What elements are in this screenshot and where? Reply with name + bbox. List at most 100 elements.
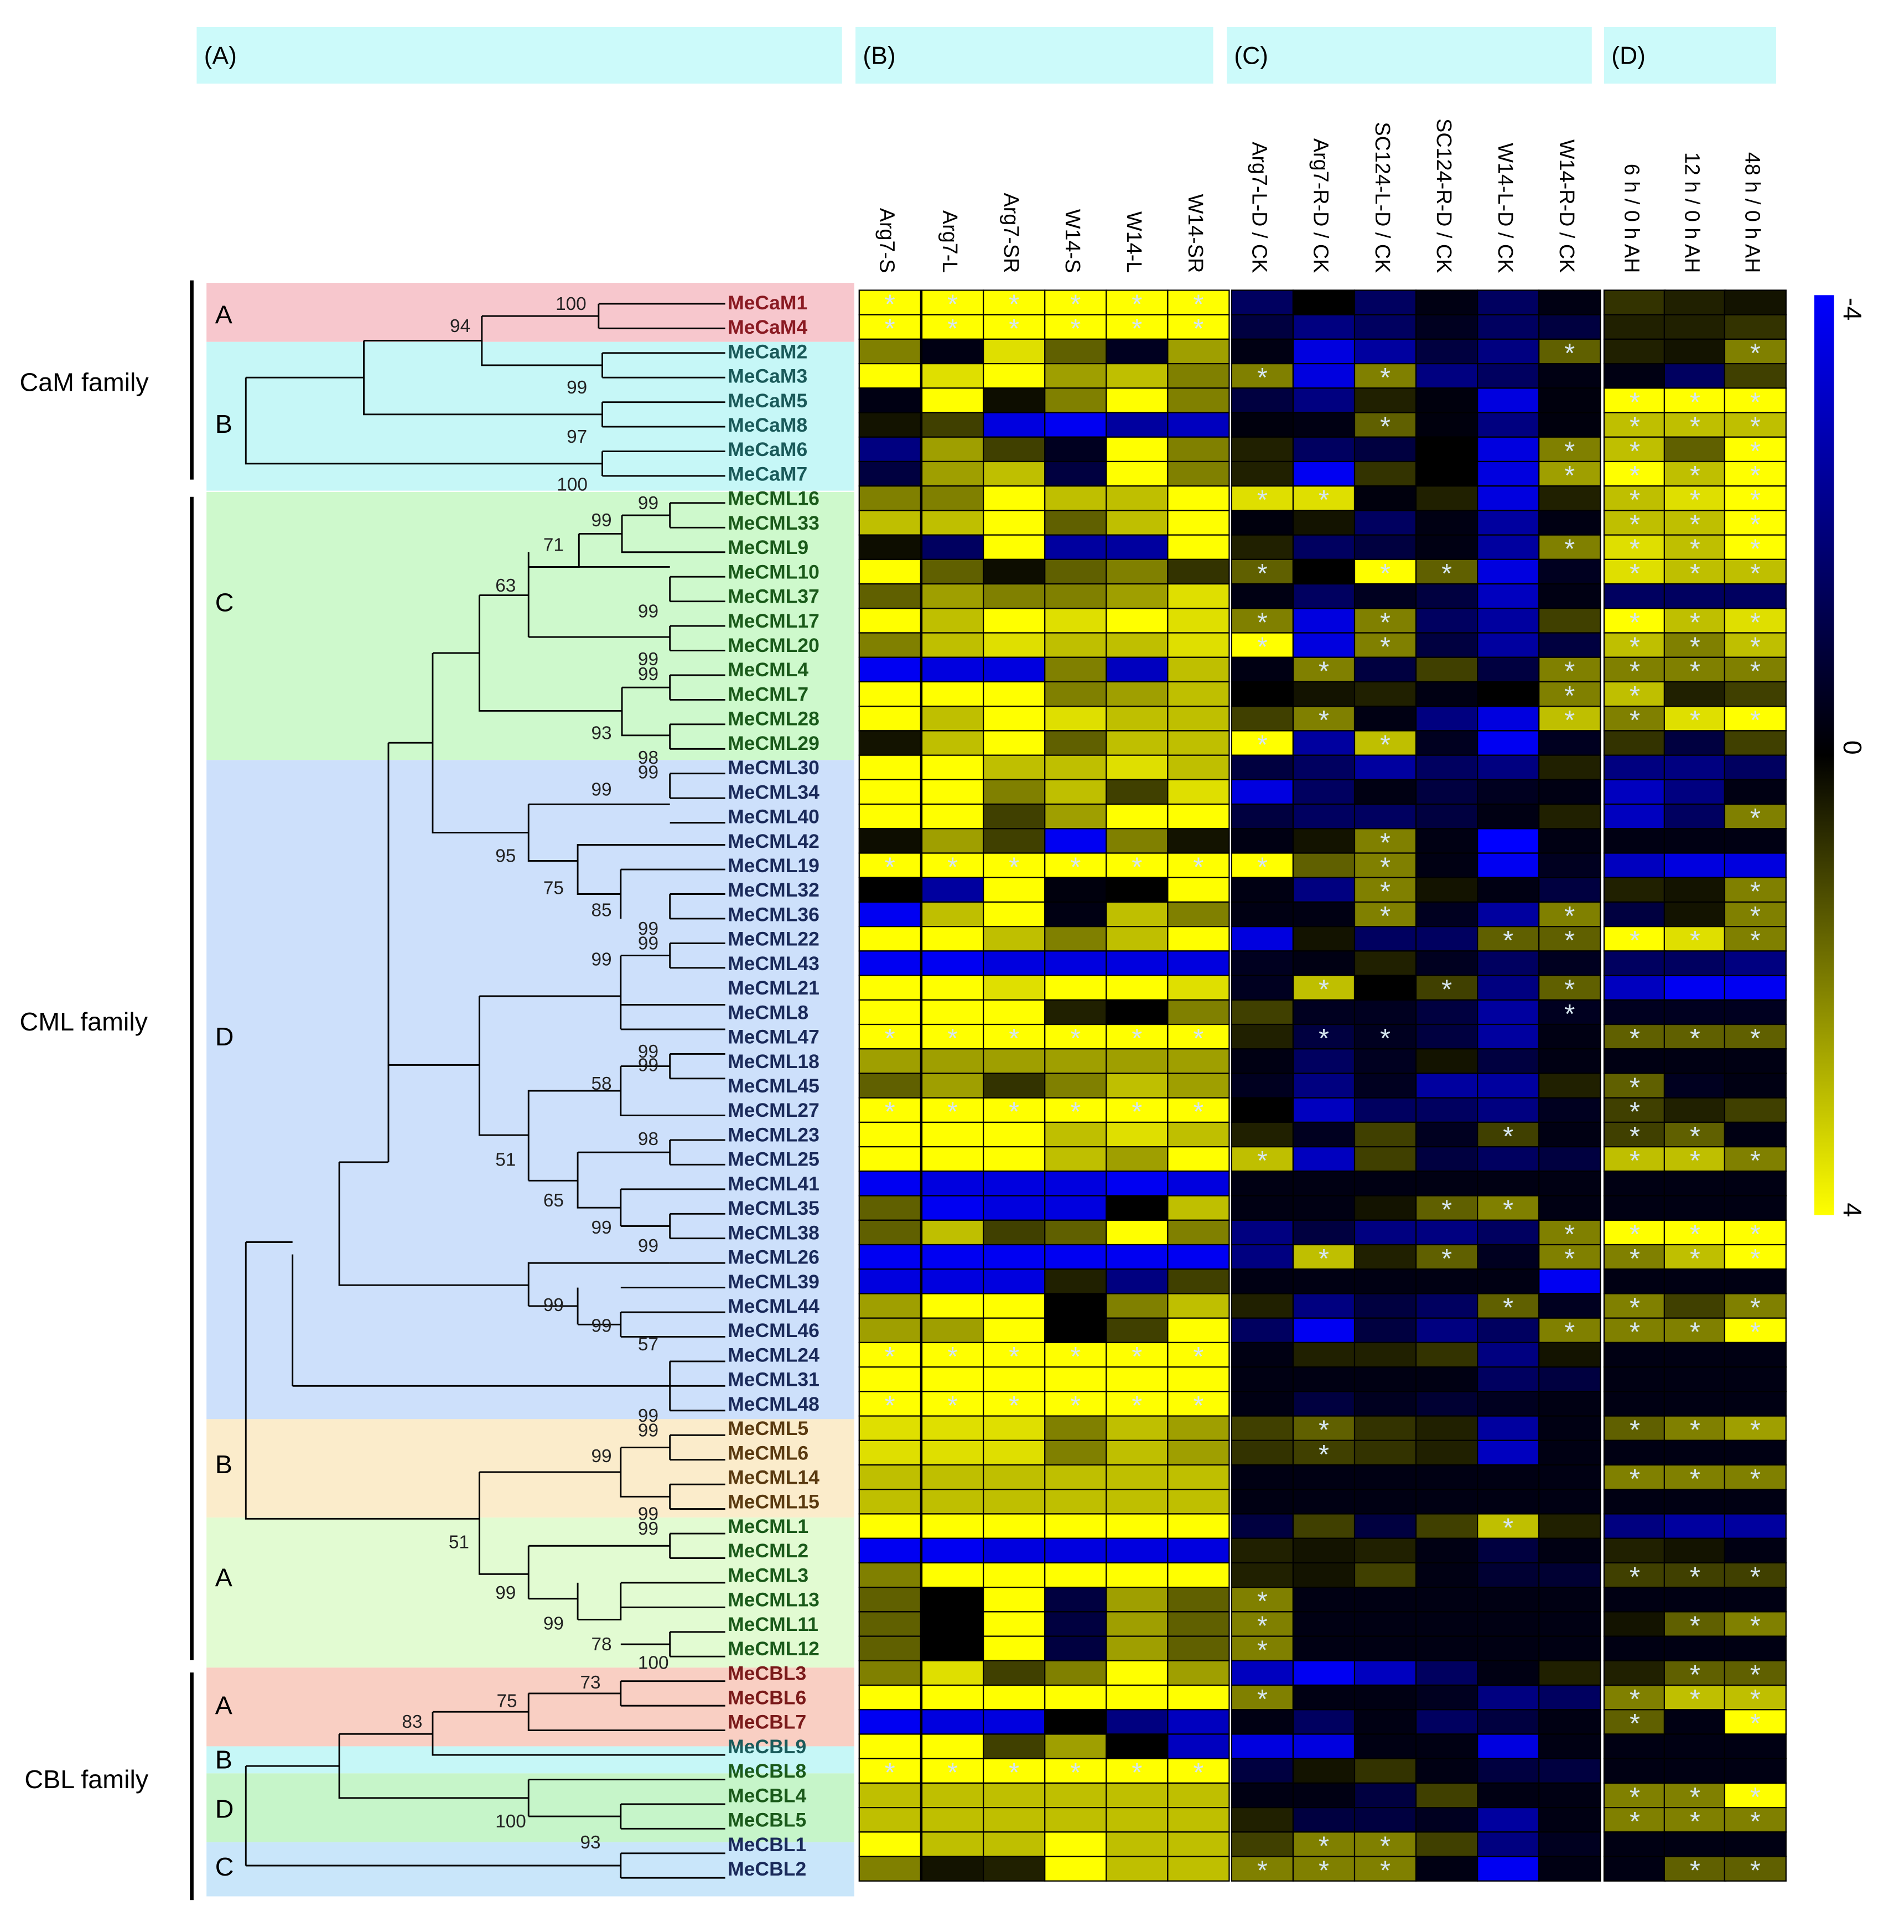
heatmap-cell (1415, 1660, 1478, 1686)
heatmap-cell (1167, 1146, 1230, 1172)
heatmap-cell (1292, 1391, 1356, 1417)
heatmap-cell (1106, 1758, 1169, 1784)
heatmap-cell (983, 779, 1046, 805)
gene-label: MeCML15 (728, 1491, 819, 1513)
heatmap-cell (1167, 1856, 1230, 1882)
significance-star: * (1009, 1024, 1019, 1054)
heatmap-cell (1231, 1293, 1294, 1319)
heatmap-cell (1292, 1366, 1356, 1392)
bootstrap-label: 71 (543, 535, 564, 556)
heatmap-cell (1538, 1660, 1601, 1686)
heatmap-cell (1477, 460, 1540, 487)
heatmap-cell (1477, 1023, 1540, 1050)
heatmap-cell (1724, 1587, 1787, 1613)
heatmap-cell (1353, 1537, 1417, 1564)
heatmap-cell (1477, 1635, 1540, 1661)
clade-bg-cbl-b (206, 1746, 854, 1774)
heatmap-cell (1477, 828, 1540, 854)
heatmap-cell (858, 1146, 921, 1172)
heatmap-cell (1044, 558, 1107, 585)
heatmap-cell (1353, 1048, 1417, 1074)
heatmap-cell (1167, 510, 1230, 536)
heatmap-cell (1044, 338, 1107, 365)
heatmap-cell (1106, 1807, 1169, 1833)
significance-star: * (1564, 681, 1575, 711)
significance-star: * (1319, 1024, 1329, 1054)
heatmap-cell (1663, 583, 1727, 609)
heatmap-cell (858, 1195, 921, 1221)
heatmap-cell (1292, 387, 1356, 413)
significance-star: * (1319, 1856, 1329, 1886)
heatmap-cell (1106, 1439, 1169, 1466)
clade-bg-cml-c (206, 491, 854, 760)
bootstrap-label: 78 (592, 1634, 612, 1655)
significance-star: * (1630, 1244, 1640, 1274)
heatmap-cell (1415, 362, 1478, 389)
heatmap-cell (1538, 362, 1601, 389)
heatmap-cell (1603, 999, 1667, 1025)
significance-star: * (1319, 706, 1329, 735)
heatmap-cell (1044, 1489, 1107, 1515)
heatmap-cell (1477, 1268, 1540, 1294)
colorbar-label-max: 4 (1838, 1203, 1867, 1217)
heatmap-cell (1477, 632, 1540, 658)
heatmap-cell (1353, 460, 1417, 487)
heatmap-cell (1477, 656, 1540, 683)
heatmap-cell (1538, 1268, 1601, 1294)
heatmap-cell (1167, 1782, 1230, 1809)
significance-star: * (1132, 289, 1142, 319)
heatmap-cell (1231, 1073, 1294, 1099)
bootstrap-label: 100 (495, 1811, 526, 1832)
heatmap-cell (1231, 289, 1294, 315)
heatmap-cell (1477, 1587, 1540, 1613)
heatmap-cell (921, 1733, 984, 1759)
heatmap-cell (1415, 1611, 1478, 1637)
significance-star: * (1690, 706, 1700, 735)
heatmap-cell (1415, 1170, 1478, 1197)
significance-star: * (947, 1391, 958, 1421)
heatmap-cell (1231, 1415, 1294, 1441)
heatmap-cell (1044, 314, 1107, 340)
heatmap-cell (1106, 1611, 1169, 1637)
heatmap-cell (1603, 1073, 1667, 1099)
heatmap-cell (1477, 314, 1540, 340)
significance-star: * (1630, 1318, 1640, 1348)
significance-star: * (1441, 1195, 1452, 1225)
significance-star: * (1319, 1416, 1329, 1446)
heatmap-cell (1724, 1170, 1787, 1197)
heatmap-cell (1477, 754, 1540, 780)
heatmap-cell (1167, 1097, 1230, 1123)
heatmap-cell (1167, 534, 1230, 560)
heatmap-cell (1538, 1489, 1601, 1515)
heatmap-cell (1292, 1293, 1356, 1319)
gene-label: MeCML37 (728, 586, 819, 608)
heatmap-cell (1538, 1415, 1601, 1441)
significance-star: * (1380, 1856, 1391, 1886)
significance-star: * (1750, 1244, 1761, 1274)
significance-star: * (1564, 437, 1575, 467)
heatmap-cell (1292, 1758, 1356, 1784)
bootstrap-label: 63 (495, 576, 516, 596)
heatmap-cell (1106, 485, 1169, 511)
heatmap-cell (1044, 1391, 1107, 1417)
heatmap-cell (1415, 950, 1478, 976)
heatmap-cell (1477, 1537, 1540, 1564)
heatmap-cell (1292, 1464, 1356, 1490)
significance-star: * (1503, 1122, 1513, 1152)
heatmap-cell (1538, 1635, 1601, 1661)
heatmap-cell (1538, 852, 1601, 878)
heatmap-cell (1292, 1856, 1356, 1882)
heatmap-cell (1663, 1097, 1727, 1123)
heatmap-cell (1663, 779, 1727, 805)
heatmap-cell (1167, 706, 1230, 732)
heatmap-cell (1415, 1341, 1478, 1368)
heatmap-cell (1603, 387, 1667, 413)
heatmap-cell (1292, 1611, 1356, 1637)
heatmap-cell (1044, 1587, 1107, 1613)
heatmap-cell (1538, 1023, 1601, 1050)
heatmap-cell (1538, 583, 1601, 609)
heatmap-cell (1106, 681, 1169, 707)
heatmap-cell (1603, 1856, 1667, 1882)
heatmap-cell (1663, 852, 1727, 878)
heatmap-cell (1167, 1807, 1230, 1833)
